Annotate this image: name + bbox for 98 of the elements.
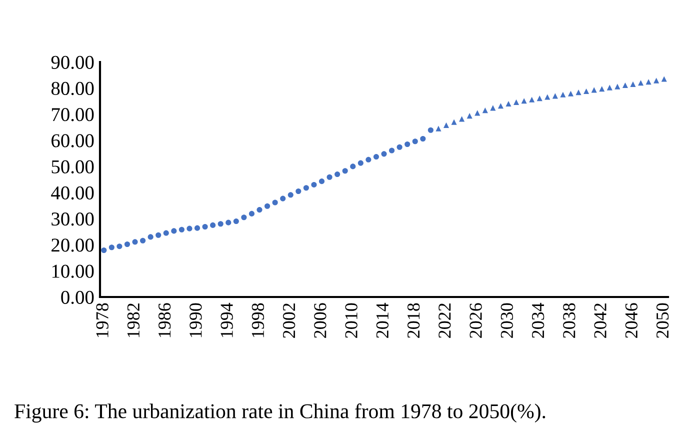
point bbox=[326, 174, 332, 180]
point bbox=[256, 207, 262, 213]
x-tick-label: 2038 bbox=[563, 303, 576, 338]
y-tick-label: 10.00 bbox=[52, 264, 94, 278]
point bbox=[210, 222, 216, 228]
y-tick-label: 30.00 bbox=[52, 212, 94, 226]
x-tick-label: 2034 bbox=[532, 302, 544, 338]
point bbox=[536, 96, 542, 102]
point bbox=[381, 151, 387, 157]
point bbox=[606, 84, 612, 90]
x-tick-label: 1982 bbox=[127, 304, 140, 338]
point bbox=[412, 138, 418, 144]
x-tick-label: 2010 bbox=[345, 303, 358, 338]
x-tick-label: 2014 bbox=[376, 302, 389, 338]
point bbox=[576, 90, 582, 96]
x-tick-label: 2050 bbox=[656, 303, 669, 338]
point bbox=[513, 99, 520, 105]
point bbox=[241, 214, 247, 220]
point bbox=[459, 116, 465, 122]
x-tick-label: 2022 bbox=[438, 304, 451, 338]
point bbox=[622, 82, 628, 88]
point bbox=[568, 90, 574, 96]
point bbox=[140, 238, 146, 244]
x-tick-label: 1978 bbox=[96, 303, 108, 338]
x-tick-label: 1986 bbox=[158, 303, 171, 338]
point bbox=[218, 221, 224, 227]
point bbox=[342, 168, 348, 174]
point bbox=[194, 225, 200, 231]
point bbox=[404, 141, 410, 148]
y-tick-label: 50.00 bbox=[52, 160, 94, 174]
point bbox=[148, 234, 154, 240]
point bbox=[116, 244, 122, 250]
point bbox=[614, 84, 620, 90]
point bbox=[389, 148, 395, 154]
point bbox=[498, 103, 504, 109]
y-tick-label: 20.00 bbox=[52, 238, 94, 252]
point bbox=[436, 126, 442, 132]
point bbox=[373, 154, 379, 160]
point bbox=[521, 98, 527, 104]
point bbox=[358, 160, 364, 166]
point bbox=[584, 88, 590, 94]
x-tick-label: 1998 bbox=[252, 303, 264, 338]
caption: Figure 6: The urbanization rate in China from 1978 to 2050(%). bbox=[14, 403, 546, 423]
x-tick-label: 2006 bbox=[314, 303, 326, 338]
point bbox=[132, 239, 138, 245]
point bbox=[202, 224, 208, 230]
point bbox=[443, 122, 450, 128]
point bbox=[420, 136, 426, 142]
point bbox=[396, 144, 402, 150]
point bbox=[171, 228, 177, 234]
point bbox=[101, 247, 107, 254]
y-tick-label: 0.00 bbox=[61, 290, 94, 304]
point bbox=[186, 226, 192, 232]
point bbox=[280, 196, 286, 202]
x-tick-label: 2026 bbox=[470, 303, 482, 338]
x-tick-label: 1994 bbox=[220, 302, 233, 338]
y-tick-label: 90.00 bbox=[51, 56, 94, 70]
point bbox=[178, 226, 184, 232]
point bbox=[296, 188, 302, 194]
point bbox=[334, 172, 340, 178]
point bbox=[428, 127, 434, 133]
y-tick-label: 40.00 bbox=[51, 186, 94, 200]
x-tick-label: 2046 bbox=[625, 303, 638, 338]
point bbox=[124, 241, 130, 248]
point bbox=[163, 230, 169, 236]
x-tick-label: 2018 bbox=[407, 303, 420, 338]
point bbox=[506, 101, 512, 107]
point bbox=[529, 96, 535, 102]
point bbox=[303, 185, 309, 191]
point bbox=[646, 79, 652, 85]
y-tick-label: 60.00 bbox=[52, 134, 94, 148]
point bbox=[350, 164, 356, 170]
point bbox=[366, 156, 372, 162]
point bbox=[311, 182, 317, 188]
point bbox=[233, 218, 239, 224]
point bbox=[226, 220, 232, 226]
point bbox=[288, 192, 294, 198]
point bbox=[630, 81, 636, 87]
point bbox=[451, 119, 457, 125]
point bbox=[272, 200, 278, 206]
point bbox=[560, 92, 566, 98]
point bbox=[654, 78, 660, 84]
point bbox=[638, 80, 644, 86]
point bbox=[108, 244, 114, 250]
point bbox=[466, 113, 472, 119]
y-tick-label: 80.00 bbox=[51, 82, 94, 96]
y-tick-label: 70.00 bbox=[52, 108, 94, 122]
x-tick-label: 2030 bbox=[500, 303, 514, 338]
point bbox=[544, 94, 550, 100]
x-tick-label: 1990 bbox=[190, 303, 202, 338]
point bbox=[482, 108, 488, 114]
point bbox=[248, 210, 255, 216]
x-tick-label: 2002 bbox=[282, 304, 296, 338]
point bbox=[156, 232, 162, 238]
x-tick-label: 2042 bbox=[594, 304, 606, 338]
point bbox=[264, 203, 270, 209]
point bbox=[661, 76, 667, 82]
point bbox=[318, 178, 325, 184]
